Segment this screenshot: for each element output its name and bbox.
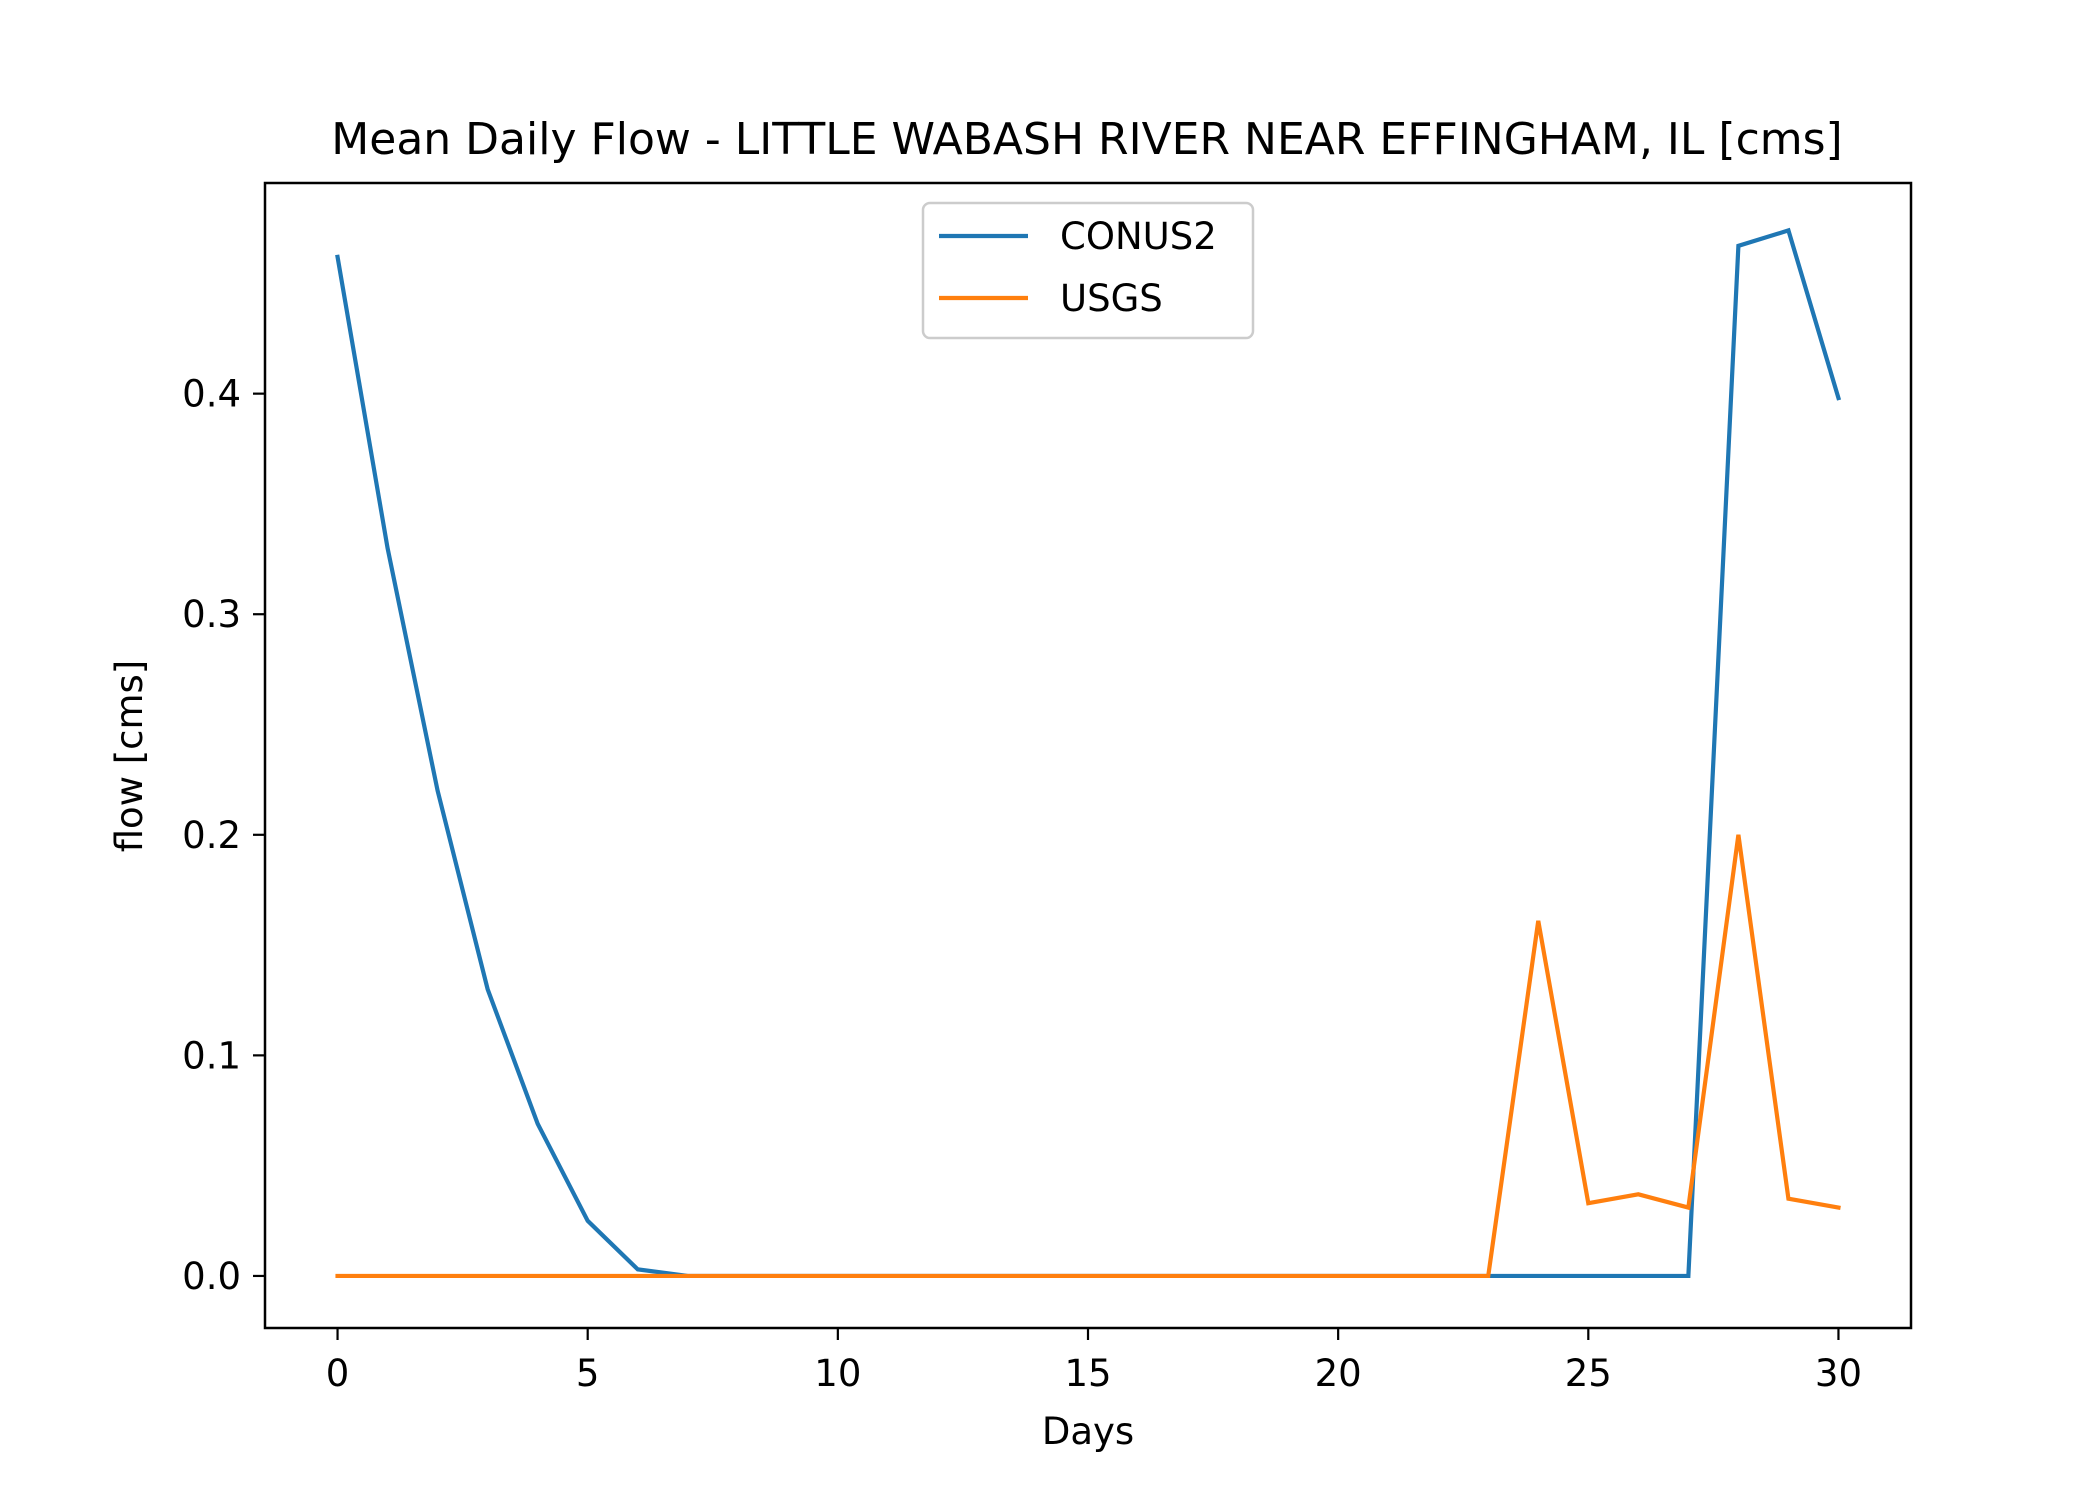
x-tick-label: 0	[326, 1352, 350, 1395]
y-axis: 0.0 0.1 0.2 0.3 0.4	[182, 373, 265, 1298]
y-tick-label: 0.2	[182, 814, 241, 857]
x-tick-label: 10	[814, 1352, 861, 1395]
x-tick-label: 20	[1315, 1352, 1362, 1395]
axes-frame	[263, 181, 1913, 1330]
y-tick-label: 0.3	[182, 593, 241, 636]
plot-area	[335, 227, 1842, 1279]
y-tick-label: 0.0	[182, 1255, 241, 1298]
x-axis-label: Days	[1042, 1410, 1134, 1453]
legend-label-usgs: USGS	[1060, 277, 1163, 320]
y-tick-label: 0.1	[182, 1034, 241, 1077]
y-tick-label: 0.4	[182, 373, 241, 416]
chart-title: Mean Daily Flow - LITTLE WABASH RIVER NE…	[331, 114, 1842, 165]
x-axis: 0 5 10 15 20 25 30	[326, 1328, 1862, 1395]
x-tick-label: 30	[1815, 1352, 1862, 1395]
series-line-conus2	[335, 227, 1842, 1279]
x-tick-label: 5	[576, 1352, 600, 1395]
legend-label-conus2: CONUS2	[1060, 215, 1217, 258]
x-tick-label: 25	[1565, 1352, 1612, 1395]
y-axis-label: flow [cms]	[108, 660, 151, 853]
legend: CONUS2 USGS	[921, 201, 1255, 340]
series-line-usgs	[335, 834, 1841, 1279]
x-tick-label: 15	[1064, 1352, 1111, 1395]
